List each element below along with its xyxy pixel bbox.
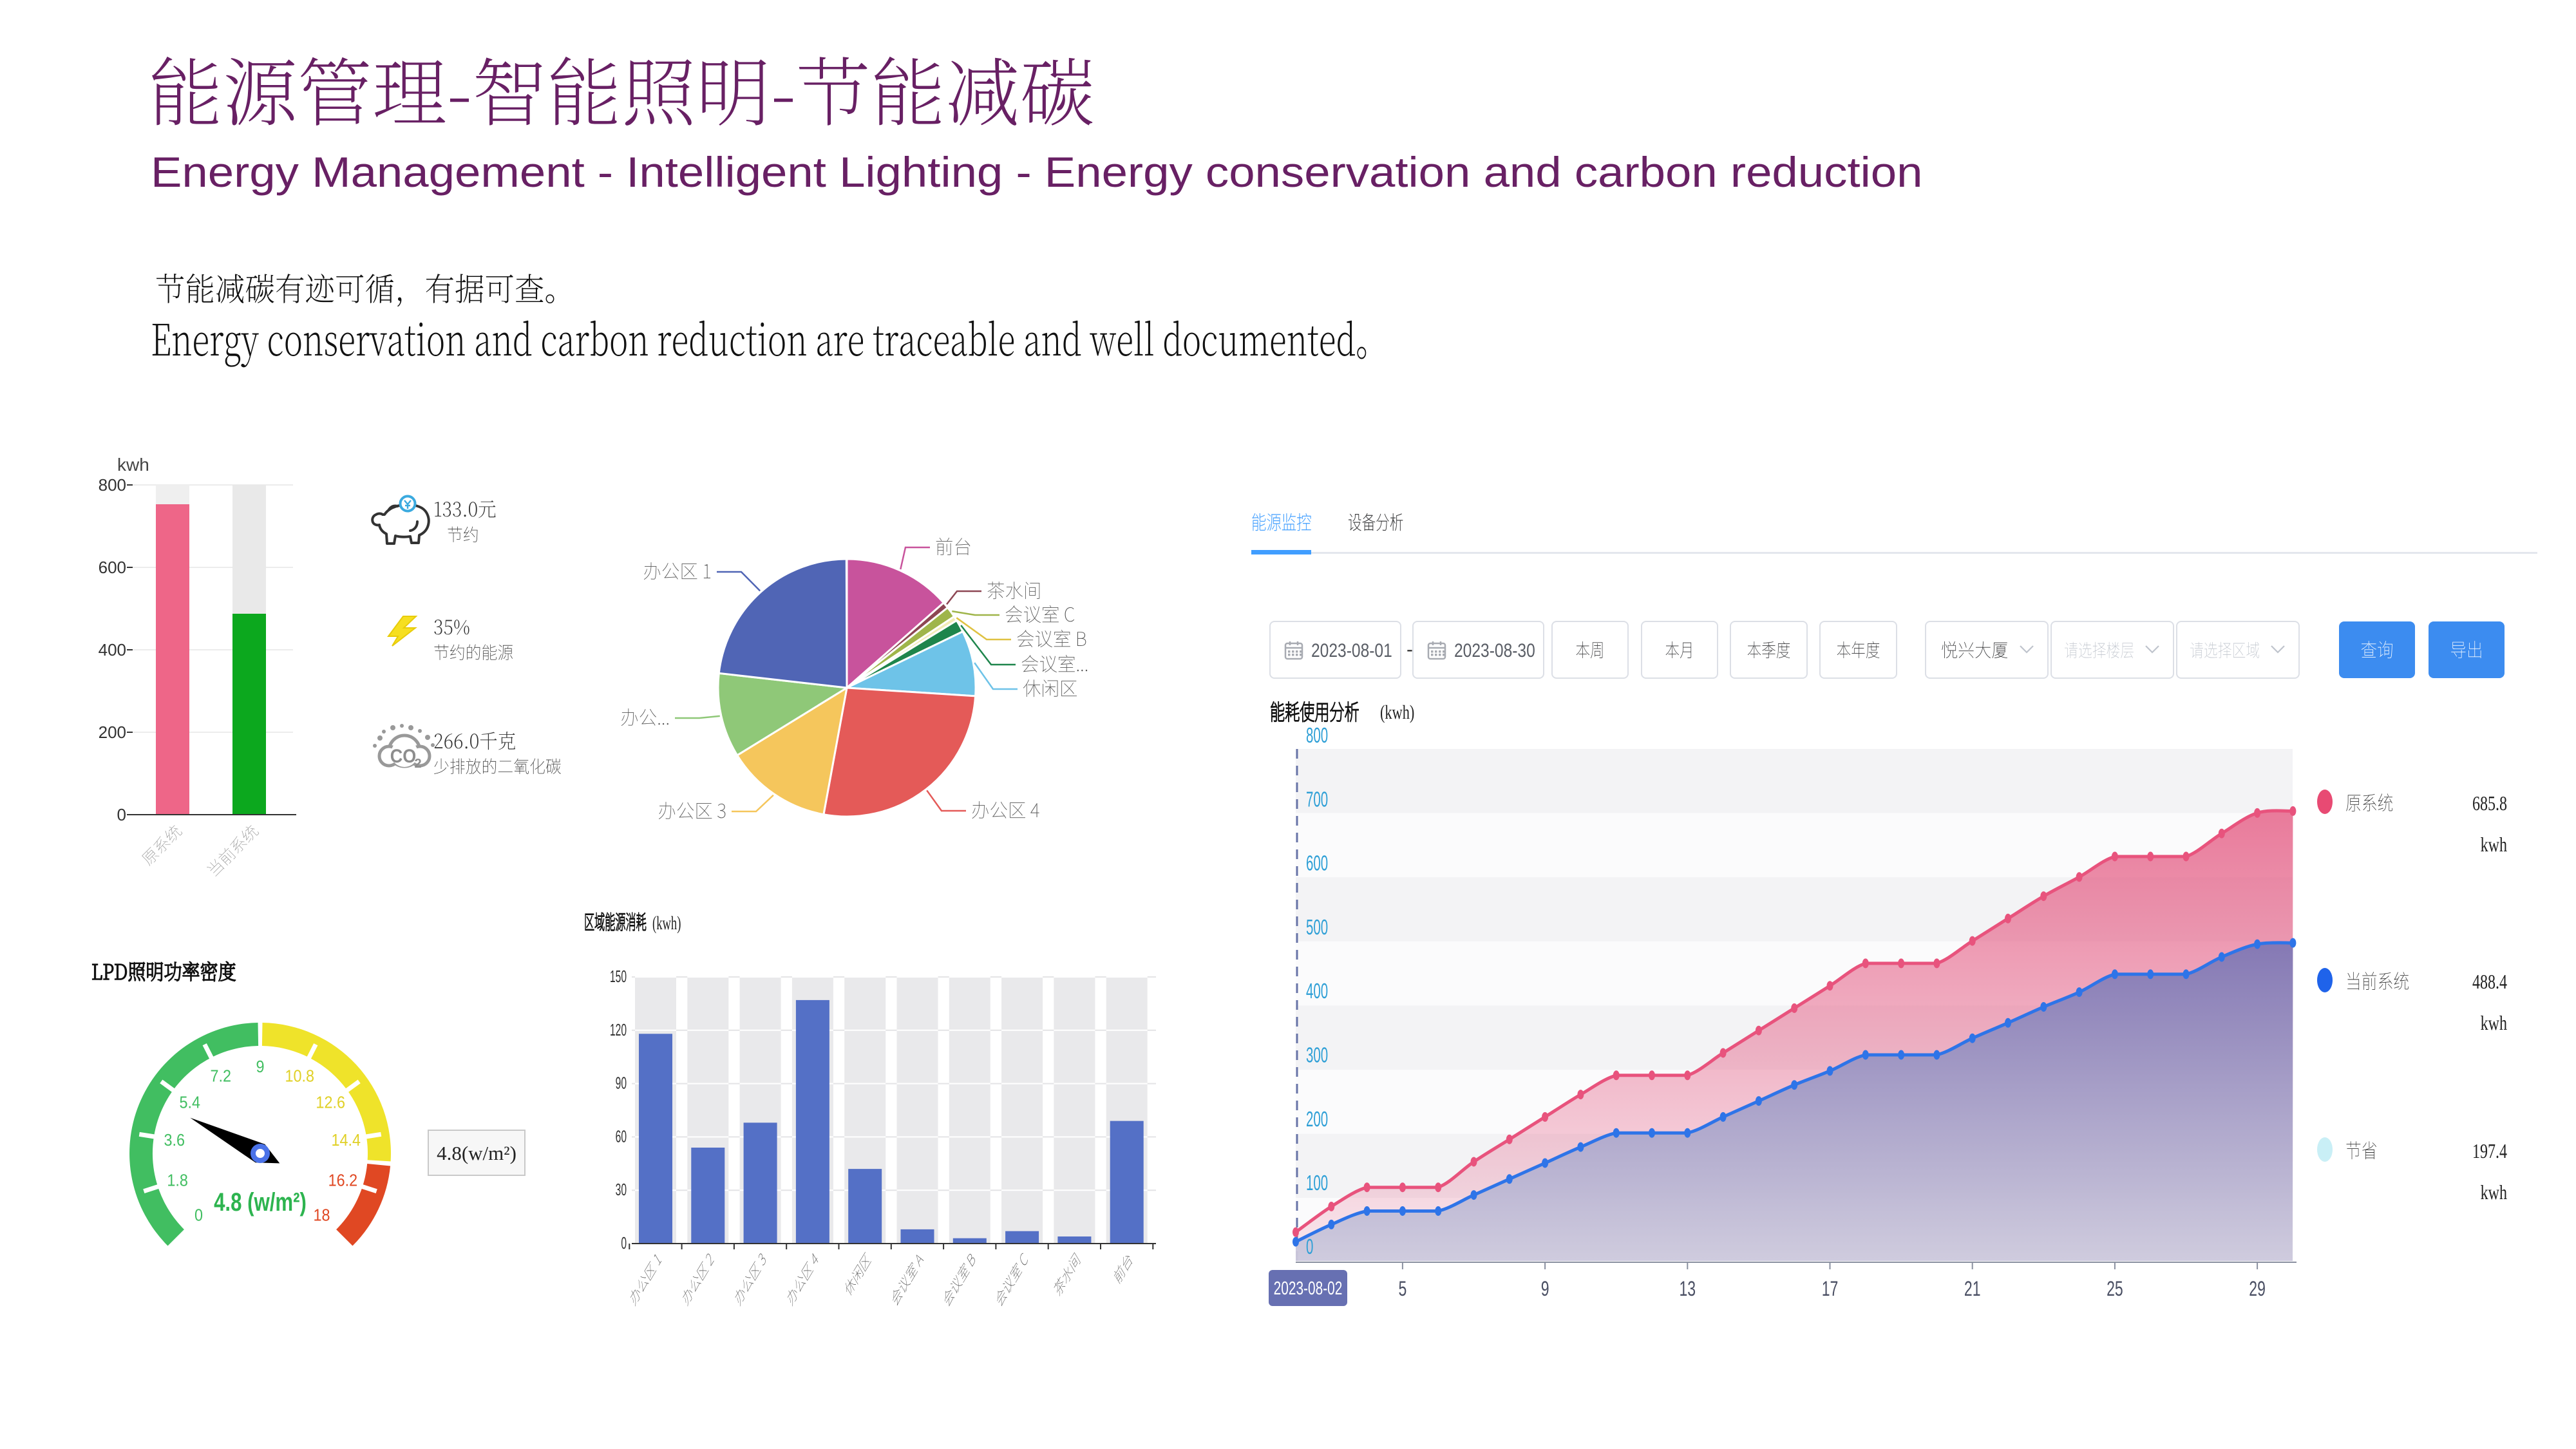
svg-text:2: 2 <box>414 757 421 771</box>
svg-text:4.8(w/m²): 4.8(w/m²) <box>437 1142 516 1164</box>
svg-text:18: 18 <box>313 1206 330 1224</box>
svg-text:700: 700 <box>1306 787 1328 811</box>
svg-text:7.2: 7.2 <box>210 1068 231 1086</box>
svg-text:30: 30 <box>616 1180 627 1199</box>
svg-text:12.6: 12.6 <box>316 1094 345 1112</box>
svg-text:400: 400 <box>1306 979 1328 1003</box>
svg-text:5: 5 <box>1398 1277 1406 1300</box>
svg-text:600: 600 <box>99 558 126 577</box>
svg-text:CO: CO <box>390 746 416 768</box>
svg-text:13: 13 <box>1679 1277 1696 1300</box>
svg-text:9: 9 <box>256 1058 264 1076</box>
svg-text:0: 0 <box>621 1234 627 1253</box>
svg-text:685.8: 685.8 <box>2472 793 2507 815</box>
svg-text:60: 60 <box>616 1127 627 1146</box>
svg-text:100: 100 <box>1306 1171 1328 1195</box>
svg-text:800: 800 <box>1306 723 1328 747</box>
svg-text:400: 400 <box>99 640 126 659</box>
svg-text:150: 150 <box>610 967 627 986</box>
svg-text:2023-08-02: 2023-08-02 <box>1274 1278 1343 1299</box>
svg-text:21: 21 <box>1964 1277 1981 1300</box>
svg-text:488.4: 488.4 <box>2472 971 2507 994</box>
svg-text:0: 0 <box>117 805 126 824</box>
svg-text:1.8: 1.8 <box>167 1172 188 1190</box>
svg-text:200: 200 <box>99 723 126 742</box>
svg-text:2023-08-01: 2023-08-01 <box>1311 639 1392 661</box>
svg-text:(kwh): (kwh) <box>1380 701 1414 723</box>
svg-text:500: 500 <box>1306 915 1328 939</box>
svg-text:800: 800 <box>99 475 126 495</box>
svg-text:3.6: 3.6 <box>164 1132 185 1150</box>
svg-text:kwh: kwh <box>117 455 149 475</box>
svg-text:kwh: kwh <box>2481 1182 2507 1204</box>
svg-text:9: 9 <box>1541 1277 1549 1300</box>
svg-text:90: 90 <box>616 1074 627 1093</box>
svg-text:Energy Management - Intelligen: Energy Management - Intelligent Lighting… <box>151 148 1922 196</box>
svg-text:300: 300 <box>1306 1043 1328 1066</box>
svg-text:(kwh): (kwh) <box>652 913 681 934</box>
svg-text:kwh: kwh <box>2481 1012 2507 1035</box>
svg-text:5.4: 5.4 <box>180 1094 201 1112</box>
svg-text:29: 29 <box>2249 1277 2266 1300</box>
svg-text:200: 200 <box>1306 1107 1328 1131</box>
svg-text:2023-08-30: 2023-08-30 <box>1454 639 1535 661</box>
svg-text:-: - <box>1406 639 1413 660</box>
svg-text:14.4: 14.4 <box>332 1132 361 1150</box>
svg-text:25: 25 <box>2107 1277 2123 1300</box>
svg-text:kwh: kwh <box>2481 834 2507 857</box>
svg-text:197.4: 197.4 <box>2472 1141 2507 1163</box>
svg-text:0: 0 <box>1306 1235 1313 1258</box>
svg-text:0: 0 <box>194 1206 203 1224</box>
svg-text:600: 600 <box>1306 851 1328 875</box>
svg-text:10.8: 10.8 <box>285 1068 315 1086</box>
svg-text:17: 17 <box>1822 1277 1839 1300</box>
svg-text:16.2: 16.2 <box>328 1172 358 1190</box>
svg-text:4.8 (w/m²): 4.8 (w/m²) <box>214 1188 307 1217</box>
svg-text:120: 120 <box>610 1021 627 1039</box>
